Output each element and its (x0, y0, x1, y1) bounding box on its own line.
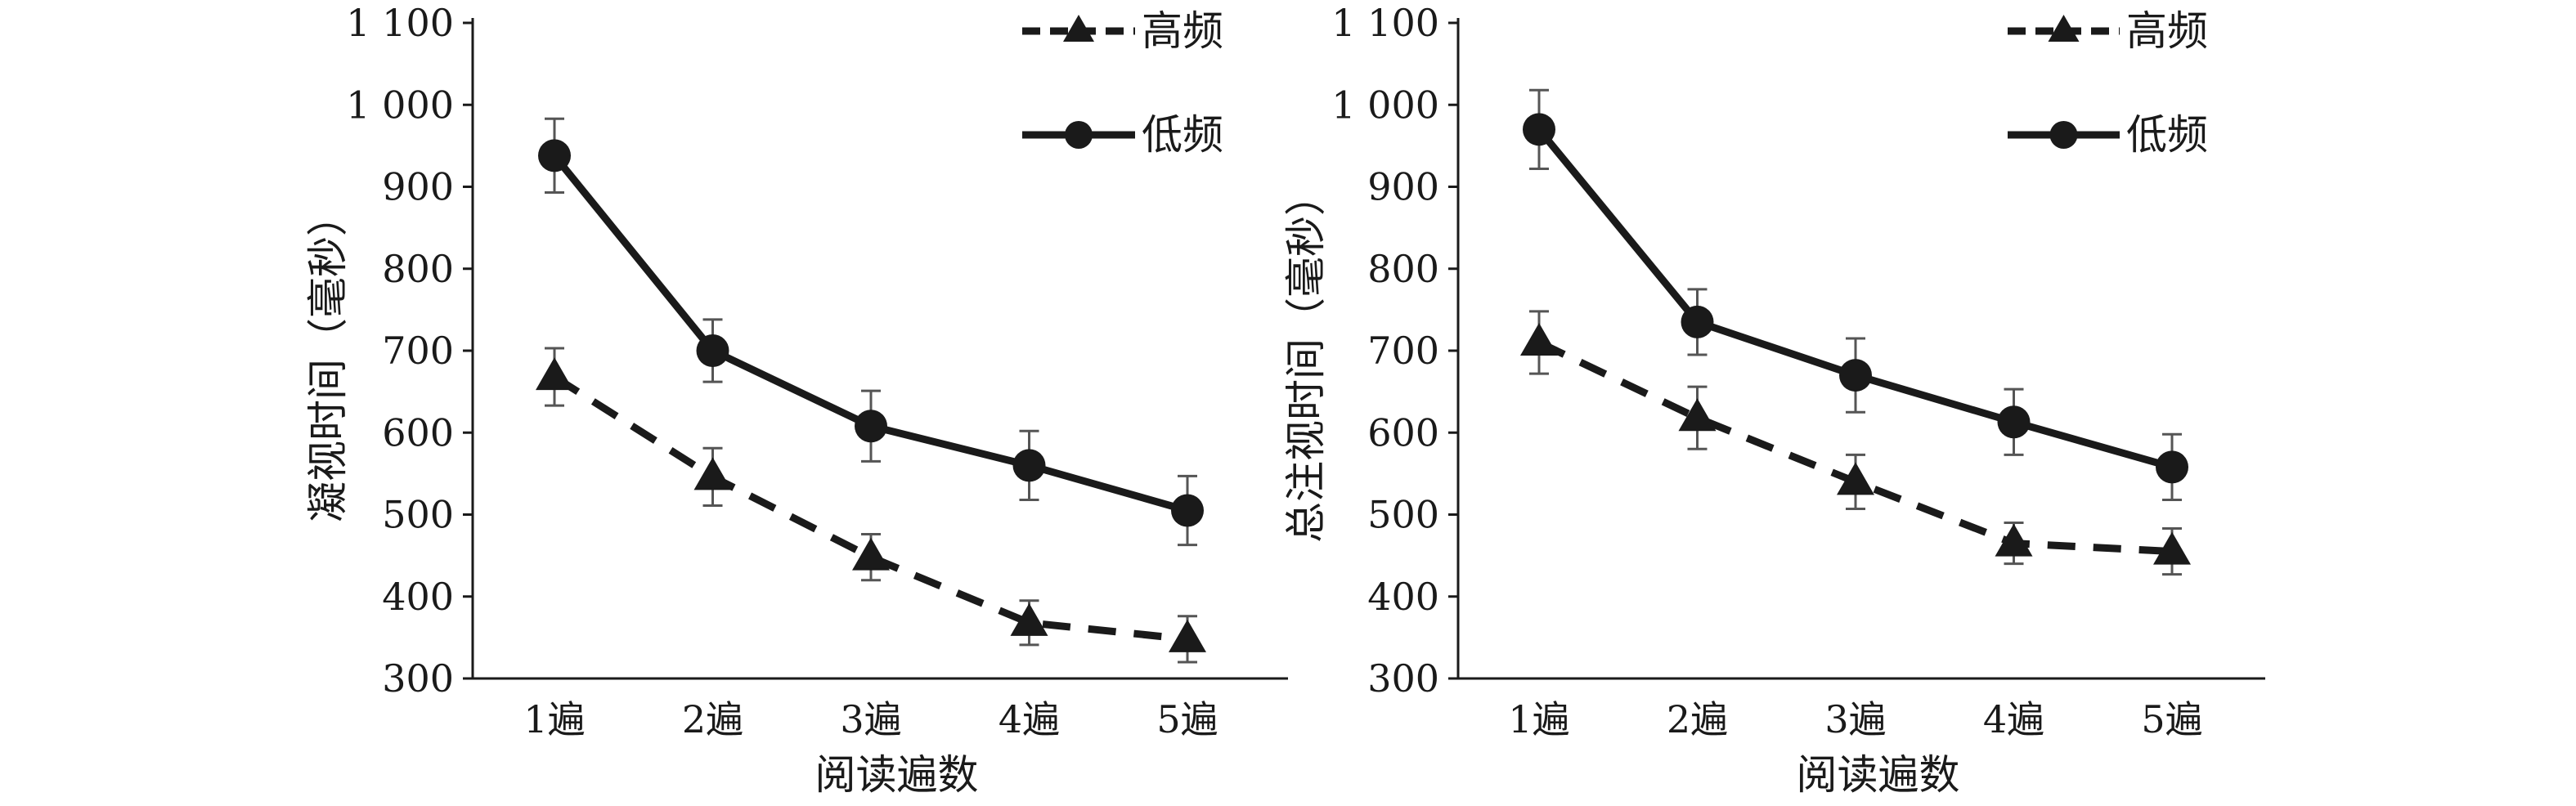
x-tick-label: 2遍 (682, 697, 743, 741)
y-tick-label: 400 (1367, 575, 1439, 619)
x-tick-label: 2遍 (1667, 697, 1728, 741)
y-tick-label: 500 (1367, 493, 1439, 537)
y-tick-label: 1 000 (1331, 83, 1439, 127)
data-point-circle (855, 410, 887, 443)
y-tick-label: 700 (382, 329, 454, 373)
chart-panel-1: 300 400 500 600 700 800 900 1 000 1 100 1遍 2遍 3遍 4遍 5… (304, 1, 1288, 799)
chart-panel-2: 300 400 500 600 700 800 900 1 000 1 100 1遍 2遍 3遍 4遍 5… (1282, 1, 2265, 799)
y-tick-label: 1 100 (346, 1, 454, 45)
y-tick-label: 400 (382, 575, 454, 619)
series-low-frequency (538, 117, 1204, 547)
legend-label: 低频 (1142, 111, 1223, 159)
x-axis-title: 阅读遍数 (1797, 751, 1960, 799)
legend-label: 高频 (2126, 7, 2208, 55)
x-tick-label: 3遍 (840, 697, 901, 741)
x-tick-label: 4遍 (1983, 697, 2044, 741)
y-tick-label: 700 (1367, 329, 1439, 373)
data-point-triangle (536, 357, 573, 391)
data-point-circle (1997, 405, 2031, 439)
y-tick-label: 600 (1367, 410, 1439, 454)
y-tick-label: 900 (1367, 165, 1439, 209)
x-axis-title: 阅读遍数 (815, 751, 979, 799)
y-tick-label: 800 (382, 247, 454, 291)
y-axis-title: 总注视时间（毫秒） (1282, 175, 1330, 543)
series-high-frequency (1520, 310, 2191, 576)
data-point-triangle (852, 537, 890, 571)
data-point-triangle (1010, 602, 1048, 636)
data-point-circle (1523, 113, 1555, 146)
y-tick-label: 800 (1367, 247, 1439, 291)
y-tick-label: 1 000 (346, 83, 454, 127)
data-point-circle (1681, 305, 1714, 338)
data-point-circle (1171, 494, 1204, 527)
y-tick-label: 500 (382, 493, 454, 537)
legend-item: 低频 (2008, 111, 2208, 159)
legend-item: 高频 (1022, 7, 1223, 55)
legend-marker-circle (1065, 121, 1093, 149)
y-tick-label: 900 (382, 165, 454, 209)
data-point-circle (1839, 359, 1872, 392)
data-point-triangle (1520, 322, 1558, 356)
legend-marker-triangle (2048, 15, 2080, 42)
legend-item: 高频 (2008, 7, 2208, 55)
data-point-circle (696, 334, 729, 367)
y-tick-label: 300 (1367, 656, 1439, 701)
y-axis-title: 凝视时间（毫秒） (304, 195, 352, 522)
x-tick-label: 3遍 (1824, 697, 1886, 741)
x-tick-label: 4遍 (999, 697, 1060, 741)
series-low-frequency (1523, 88, 2188, 501)
data-point-triangle (1837, 462, 1874, 495)
y-tick-label: 600 (382, 410, 454, 454)
series-high-frequency (536, 347, 1206, 664)
y-tick-label: 1 100 (1331, 1, 1439, 45)
x-tick-label: 5遍 (1156, 697, 1218, 741)
legend-item: 低频 (1022, 111, 1223, 159)
x-tick-label: 5遍 (2141, 697, 2202, 741)
data-point-triangle (1678, 398, 1717, 432)
data-point-triangle (1169, 619, 1206, 652)
x-tick-label: 1遍 (523, 697, 585, 741)
data-point-circle (2156, 450, 2188, 484)
data-point-triangle (1995, 523, 2033, 557)
legend-marker-circle (2049, 121, 2078, 149)
legend-marker-triangle (1063, 15, 1094, 42)
data-point-triangle (2153, 531, 2191, 565)
y-tick-label: 300 (382, 656, 454, 701)
x-tick-label: 1遍 (1508, 697, 1569, 741)
data-point-circle (1012, 449, 1046, 482)
legend-label: 高频 (1142, 7, 1223, 55)
data-point-triangle (693, 457, 732, 490)
series-line (1536, 127, 2174, 471)
data-point-circle (538, 139, 571, 172)
legend-label: 低频 (2126, 111, 2208, 159)
